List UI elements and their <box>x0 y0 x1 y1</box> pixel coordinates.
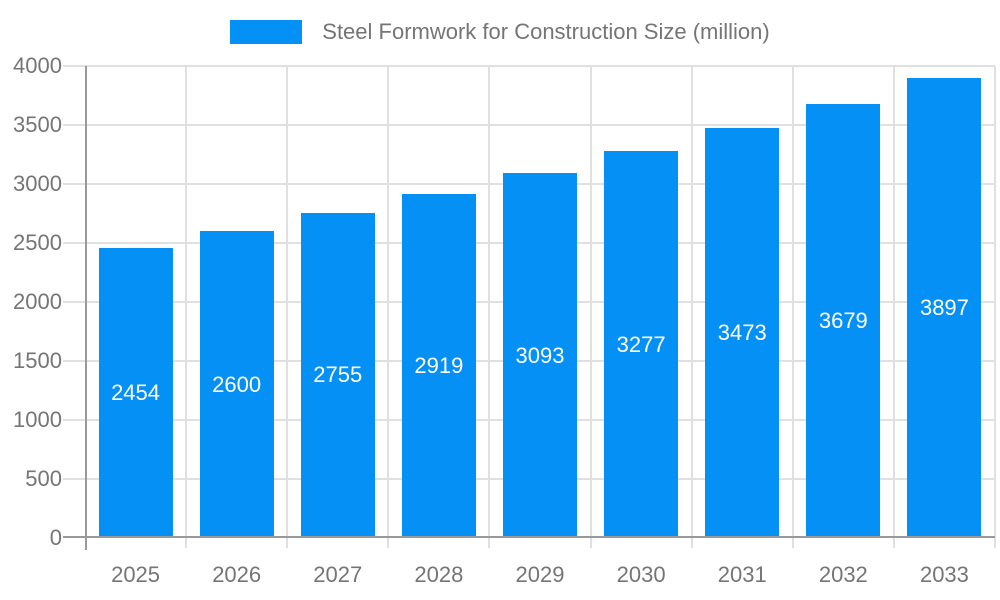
bar-value-label: 2755 <box>313 362 363 388</box>
y-tick-label: 0 <box>49 525 62 550</box>
y-tick-label: 2500 <box>13 230 62 255</box>
plot-area: 2454 2600 2755 2919 3093 3277 3473 3679 3897 <box>63 65 996 550</box>
v-gridline <box>994 66 996 548</box>
bar[interactable]: 3679 <box>806 103 881 538</box>
h-gridline <box>63 65 995 67</box>
v-gridline <box>488 66 491 548</box>
y-tick-label: 1500 <box>13 348 62 373</box>
x-tick-label: 2027 <box>313 562 363 587</box>
y-axis-line <box>85 66 87 550</box>
v-gridline <box>286 66 289 548</box>
bar-value-label: 2600 <box>212 371 262 397</box>
bar-value-label: 3277 <box>616 331 666 357</box>
v-gridline <box>589 66 592 548</box>
x-tick-label: 2028 <box>414 562 464 587</box>
bar-value-label: 2919 <box>414 352 464 378</box>
bar-value-label: 3473 <box>717 320 767 346</box>
x-tick-label: 2030 <box>616 562 666 587</box>
bar[interactable]: 2600 <box>199 231 274 538</box>
x-axis-line <box>63 536 995 538</box>
bar[interactable]: 3093 <box>503 173 577 538</box>
y-tick-label: 500 <box>25 466 62 491</box>
bar-value-label: 3679 <box>818 307 868 333</box>
bar[interactable]: 2919 <box>401 193 476 538</box>
y-tick-label: 1000 <box>13 407 62 432</box>
bar[interactable]: 3473 <box>705 128 780 538</box>
x-tick-label: 2026 <box>212 562 262 587</box>
y-tick-label: 4000 <box>13 53 62 78</box>
x-axis-labels: 2025 2026 2027 2028 2029 2030 2031 2032 2033 <box>85 562 995 592</box>
bar[interactable]: 2454 <box>98 248 173 538</box>
v-gridline <box>690 66 693 548</box>
x-tick-label: 2032 <box>818 562 868 587</box>
legend-swatch <box>230 20 303 44</box>
v-gridline <box>892 66 895 548</box>
legend-label: Steel Formwork for Construction Size (mi… <box>322 19 770 44</box>
y-tick-label: 3000 <box>13 171 62 196</box>
x-tick-label: 2033 <box>919 562 969 587</box>
legend[interactable]: Steel Formwork for Construction Size (mi… <box>0 16 1000 48</box>
x-tick-label: 2025 <box>111 562 161 587</box>
y-tick-label: 3500 <box>13 112 62 137</box>
h-gridline <box>63 124 995 126</box>
bar[interactable]: 2755 <box>300 212 375 538</box>
bar-value-label: 3093 <box>515 342 565 368</box>
v-gridline <box>791 66 794 548</box>
bar[interactable]: 3277 <box>604 151 679 538</box>
bar-value-label: 2454 <box>111 380 161 406</box>
bar-value-label: 3897 <box>919 295 969 321</box>
v-gridline <box>185 66 188 548</box>
bar[interactable]: 3897 <box>907 78 982 538</box>
y-axis-labels: 0 500 1000 1500 2000 2500 3000 3500 4000 <box>0 53 62 550</box>
v-gridline <box>387 66 390 548</box>
x-tick-label: 2029 <box>515 562 565 587</box>
y-tick-label: 2000 <box>13 289 62 314</box>
x-tick-label: 2031 <box>717 562 767 587</box>
